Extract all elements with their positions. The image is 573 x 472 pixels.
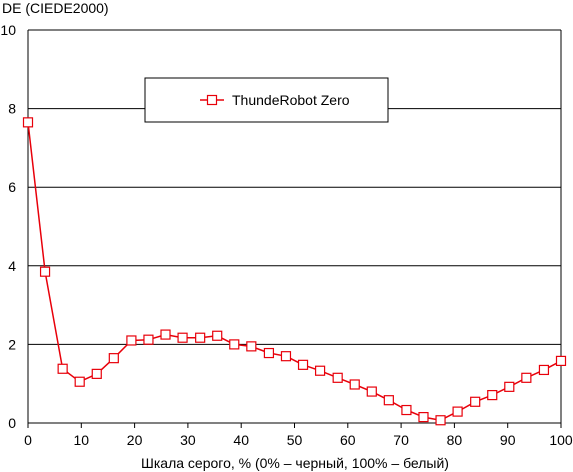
data-point: [160, 329, 171, 340]
data-point: [487, 389, 498, 401]
y-axis-title: DE (CIEDE2000): [2, 0, 109, 16]
legend-label: ThundeRobot Zero: [232, 92, 350, 108]
data-point: [297, 359, 309, 370]
data-point: [39, 266, 51, 277]
x-tick-label: 50: [287, 432, 303, 448]
data-point: [383, 395, 394, 406]
data-point: [435, 415, 446, 426]
x-axis-title: Шкала серого, % (0% – черный, 100% – бел…: [141, 455, 449, 471]
data-point: [229, 339, 240, 350]
data-point: [57, 363, 68, 374]
x-tick-label: 30: [180, 432, 196, 448]
data-point: [212, 330, 223, 341]
data-point: [401, 404, 412, 416]
data-point: [108, 353, 119, 364]
data-point: [366, 386, 377, 397]
legend: ThundeRobot Zero: [144, 77, 389, 123]
data-point: [126, 335, 137, 346]
x-tick-label: 70: [393, 432, 409, 448]
x-tick-label: 20: [127, 432, 143, 448]
x-tick-label: 80: [447, 432, 463, 448]
x-tick-label: 100: [549, 432, 573, 448]
data-point: [280, 351, 292, 362]
data-point: [314, 365, 326, 376]
data-point: [452, 406, 463, 417]
data-point: [470, 396, 481, 407]
data-point: [332, 372, 343, 383]
legend-marker: [206, 94, 218, 106]
legend-box: [144, 77, 389, 123]
x-tick-label: 10: [74, 432, 90, 448]
data-point: [195, 332, 206, 343]
y-tick-label: 2: [8, 336, 16, 352]
data-point: [504, 381, 515, 392]
data-point: [263, 347, 275, 359]
series: [22, 117, 567, 426]
x-tick-label: 40: [233, 432, 249, 448]
data-point: [143, 334, 154, 345]
y-tick-label: 10: [0, 22, 16, 38]
y-tick-label: 8: [8, 101, 16, 117]
data-point: [538, 364, 550, 376]
y-tick-label: 0: [8, 415, 16, 431]
series-line: [27, 122, 562, 421]
data-point: [418, 412, 429, 423]
x-tick-label: 0: [24, 432, 32, 448]
data-point: [246, 341, 257, 352]
data-point: [555, 355, 567, 367]
data-point: [349, 379, 360, 390]
data-point: [521, 372, 532, 383]
data-point: [74, 376, 85, 387]
y-tick-label: 4: [8, 258, 16, 274]
y-tick-label: 6: [8, 179, 16, 195]
data-point: [177, 332, 188, 343]
x-tick-label: 90: [500, 432, 516, 448]
gridlines: [28, 29, 561, 345]
data-point: [22, 117, 34, 128]
data-point: [91, 368, 102, 379]
x-tick-label: 60: [340, 432, 356, 448]
